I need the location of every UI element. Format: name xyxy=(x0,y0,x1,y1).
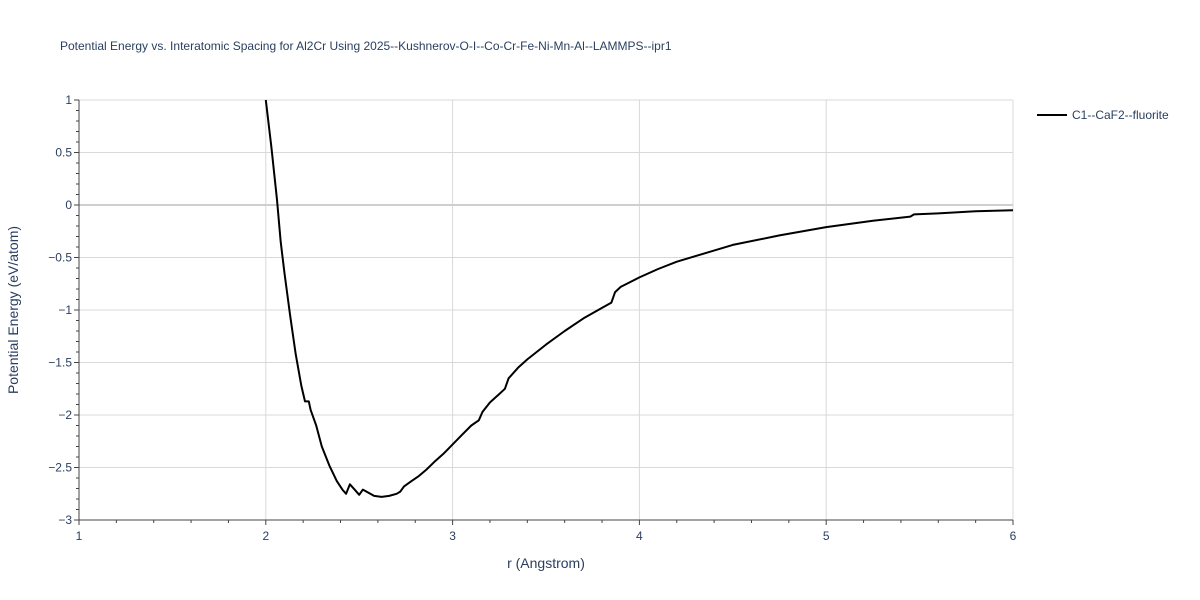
y-tick-label: 0.5 xyxy=(55,146,72,160)
y-tick-label: −3 xyxy=(58,513,72,527)
y-tick-label: 1 xyxy=(65,93,72,107)
x-tick-label: 4 xyxy=(636,529,643,543)
y-tick-label: 0 xyxy=(65,198,72,212)
series-layer xyxy=(264,99,1014,498)
legend[interactable]: C1--CaF2--fluorite xyxy=(1037,108,1169,122)
y-tick-label: −2 xyxy=(58,408,72,422)
series-line xyxy=(264,99,1014,498)
x-axis-title: r (Angstrom) xyxy=(507,555,585,571)
y-axis-title: Potential Energy (eV/atom) xyxy=(5,226,21,394)
x-tick-label: 1 xyxy=(76,529,83,543)
chart-title: Potential Energy vs. Interatomic Spacing… xyxy=(60,39,672,53)
x-tick-label: 3 xyxy=(449,529,456,543)
x-tick-label: 6 xyxy=(1010,529,1017,543)
x-tick-label: 2 xyxy=(262,529,269,543)
y-tick-label: −2.5 xyxy=(48,461,72,475)
grid-layer xyxy=(79,99,1014,520)
y-tick-label: −0.5 xyxy=(48,251,72,265)
legend-label: C1--CaF2--fluorite xyxy=(1072,108,1169,122)
y-tick-label: −1.5 xyxy=(48,356,72,370)
axes-layer: 1 2 3 4 5 6 1 0.5 0 −0.5 −1 −1.5 −2 −2.5 −3 xyxy=(48,93,1016,543)
y-tick-label: −1 xyxy=(58,303,72,317)
x-tick-label: 5 xyxy=(823,529,830,543)
